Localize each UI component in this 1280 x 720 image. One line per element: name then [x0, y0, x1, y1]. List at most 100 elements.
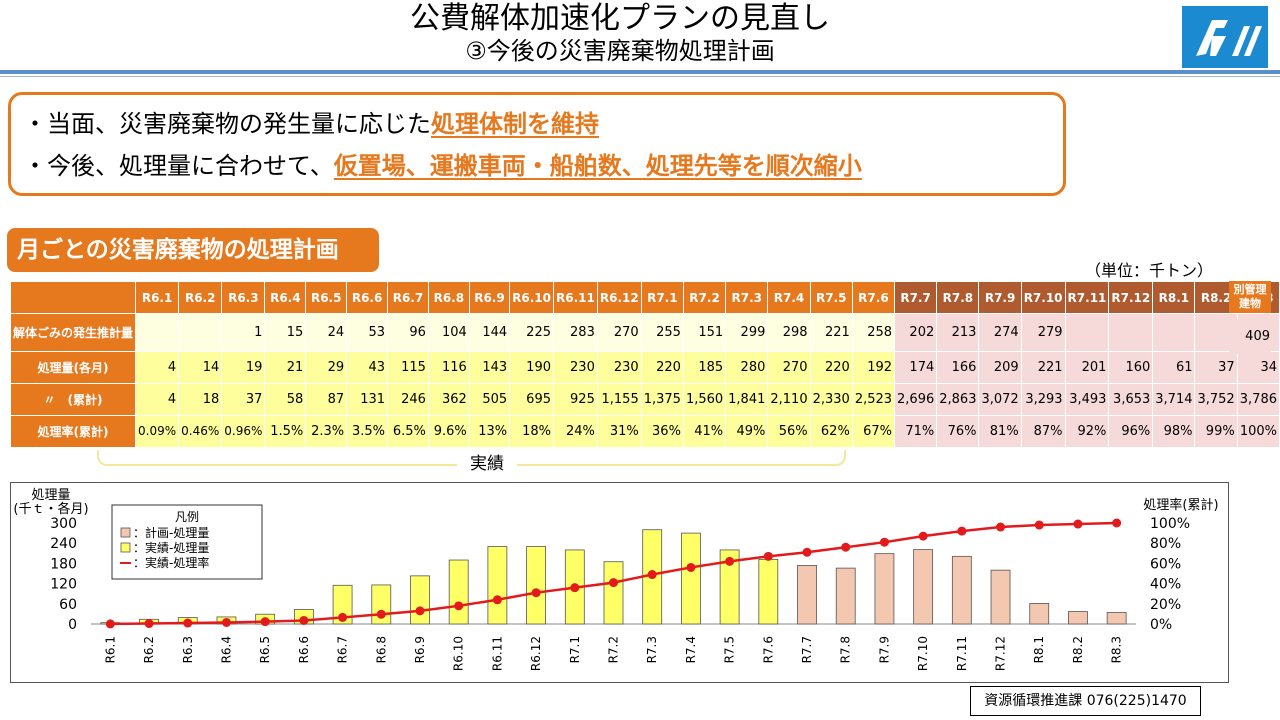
table-cell: 925	[553, 383, 598, 416]
table-cell: 37	[1194, 351, 1238, 384]
table-cell: 1	[221, 313, 266, 352]
x-tick-label: R8.2	[1071, 636, 1085, 663]
row-label-cell: 処理率(累計)	[9, 415, 137, 448]
table-cell: 15	[264, 313, 307, 352]
x-tick-label: R7.11	[955, 636, 969, 671]
x-tick-label: R7.10	[916, 636, 930, 671]
x-tick-label: R7.2	[607, 636, 621, 663]
actual-period-label: 実績	[457, 452, 517, 476]
month-header-cell: R6.10	[509, 281, 554, 314]
y-axis-title: 処理量	[31, 488, 70, 503]
row-label-cell: 〃 (累計)	[9, 383, 137, 416]
month-header-cell: R7.11	[1064, 281, 1110, 314]
table-cell: 34	[1236, 351, 1280, 384]
summary-line-1-text: ・当面、災害廃棄物の発生量に応じた	[23, 110, 431, 138]
month-header-cell: R6.12	[596, 281, 642, 314]
table-cell: 56%	[767, 415, 811, 448]
table-cell: 3,493	[1064, 383, 1110, 416]
actual-bar	[448, 559, 469, 625]
table-cell: 81%	[978, 415, 1022, 448]
page-subtitle: ③今後の災害廃棄物処理計画	[465, 37, 775, 65]
y-axis-title-unit: (千ｔ・各月)	[13, 501, 88, 517]
table-cell: 61	[1152, 351, 1196, 384]
month-header-cell: R7.6	[851, 281, 896, 314]
table-cell	[135, 313, 180, 352]
month-header-cell: R8.1	[1152, 281, 1196, 314]
month-header-cell: R6.6	[346, 281, 389, 314]
table-cell: 9.6%	[427, 415, 470, 448]
x-tick-label: R6.3	[181, 636, 195, 663]
rate-row: 処理率(累計) 0.09% 0.46% 0.96% 1.5% 2.3% 3.5% 6.5% 9.…	[9, 415, 1280, 448]
table-cell: 76%	[936, 415, 980, 448]
summary-line-1: ・当面、災害廃棄物の発生量に応じた処理体制を維持	[23, 109, 599, 139]
legend-item: ：実績-処理量	[133, 540, 209, 555]
rate-point	[299, 615, 309, 625]
table-cell: 3,653	[1108, 383, 1154, 416]
plan-bar	[835, 567, 856, 625]
y2-tick-label: 40%	[1150, 577, 1181, 593]
rate-point	[1112, 518, 1122, 528]
month-header-cell: R6.8	[427, 281, 470, 314]
table-cell: 36%	[640, 415, 684, 448]
table-cell: 0.09%	[135, 415, 180, 448]
table-cell: 37	[221, 383, 266, 416]
y-tick-label: 300	[50, 516, 77, 532]
table-cell: 1,841	[725, 383, 769, 416]
table-cell: 270	[767, 351, 811, 384]
actual-bar	[487, 546, 508, 625]
table-cell: 1,375	[640, 383, 684, 416]
table-cell: 3,293	[1020, 383, 1066, 416]
table-cell: 18	[178, 383, 223, 416]
rate-point	[1034, 520, 1044, 530]
rate-point	[841, 542, 851, 552]
x-tick-label: R6.11	[490, 636, 504, 671]
table-cell: 230	[553, 351, 598, 384]
table-cell: 166	[936, 351, 980, 384]
month-header-cell: R7.3	[725, 281, 769, 314]
separate-building-header: 別管理建物	[1229, 281, 1271, 313]
x-tick-label: R7.9	[877, 636, 891, 663]
table-cell: 2,523	[851, 383, 896, 416]
rate-point	[609, 578, 618, 588]
month-header-cell: R6.11	[553, 281, 598, 314]
table-cell: 220	[809, 351, 853, 384]
monthly-row: 処理量(各月) 4 14 19 21 29 43 115 116 143 190 230 230 220 1…	[9, 351, 1280, 384]
table-cell: 160	[1108, 351, 1154, 384]
table-cell: 99%	[1194, 415, 1238, 448]
table-cell: 116	[427, 351, 470, 384]
table-cell: 2.3%	[305, 415, 348, 448]
actual-bar	[526, 546, 546, 625]
table-cell: 58	[264, 383, 307, 416]
table-cell: 19	[221, 351, 266, 384]
table-cell: 3,072	[978, 383, 1022, 416]
table-cell: 299	[725, 313, 769, 352]
rate-point	[492, 595, 502, 605]
table-header-row: R6.1 R6.2 R6.3 R6.4 R6.5 R6.6 R6.7 R6.8 R6.9 R6.1…	[9, 281, 1280, 314]
unit-label: （単位：千トン）	[1085, 261, 1214, 280]
legend-swatch-plan	[120, 527, 131, 538]
y2-tick-label: 60%	[1150, 556, 1181, 572]
actual-bar	[681, 532, 701, 625]
table-cell: 151	[682, 313, 727, 352]
processing-plan-table: R6.1 R6.2 R6.3 R6.4 R6.5 R6.6 R6.7 R6.8 R6.9 R6.1…	[9, 281, 1280, 448]
table-cell: 131	[346, 383, 389, 416]
legend-item: ：実績-処理率	[133, 555, 209, 570]
table-cell: 71%	[894, 415, 938, 448]
y2-axis-title: 処理率(累計)	[1143, 497, 1218, 513]
legend-swatch-actual	[120, 542, 131, 553]
summary-line-2: ・今後、処理量に合わせて、仮置場、運搬車両・船舶数、処理先等を順次縮小	[23, 151, 862, 181]
x-tick-label: R7.1	[568, 636, 582, 663]
row-label-cell: 処理量(各月)	[9, 351, 137, 384]
table-cell: 1,560	[682, 383, 727, 416]
table-cell: 100%	[1236, 415, 1280, 448]
section-title: 月ごとの災害廃棄物の処理計画	[7, 228, 379, 272]
table-cell: 3,752	[1194, 383, 1238, 416]
month-header-cell: R6.1	[135, 281, 180, 314]
table-cell: 279	[1020, 313, 1066, 352]
x-tick-label: R6.5	[258, 636, 272, 663]
table-cell: 29	[305, 351, 348, 384]
x-tick-label: R7.5	[723, 636, 737, 663]
plan-bar	[951, 555, 972, 625]
chart-frame: 0 60 120 180 240 300 0% 20% 40% 60% 80% 100% 処理量 (千ｔ・…	[10, 482, 1229, 683]
table-cell: 21	[264, 351, 307, 384]
